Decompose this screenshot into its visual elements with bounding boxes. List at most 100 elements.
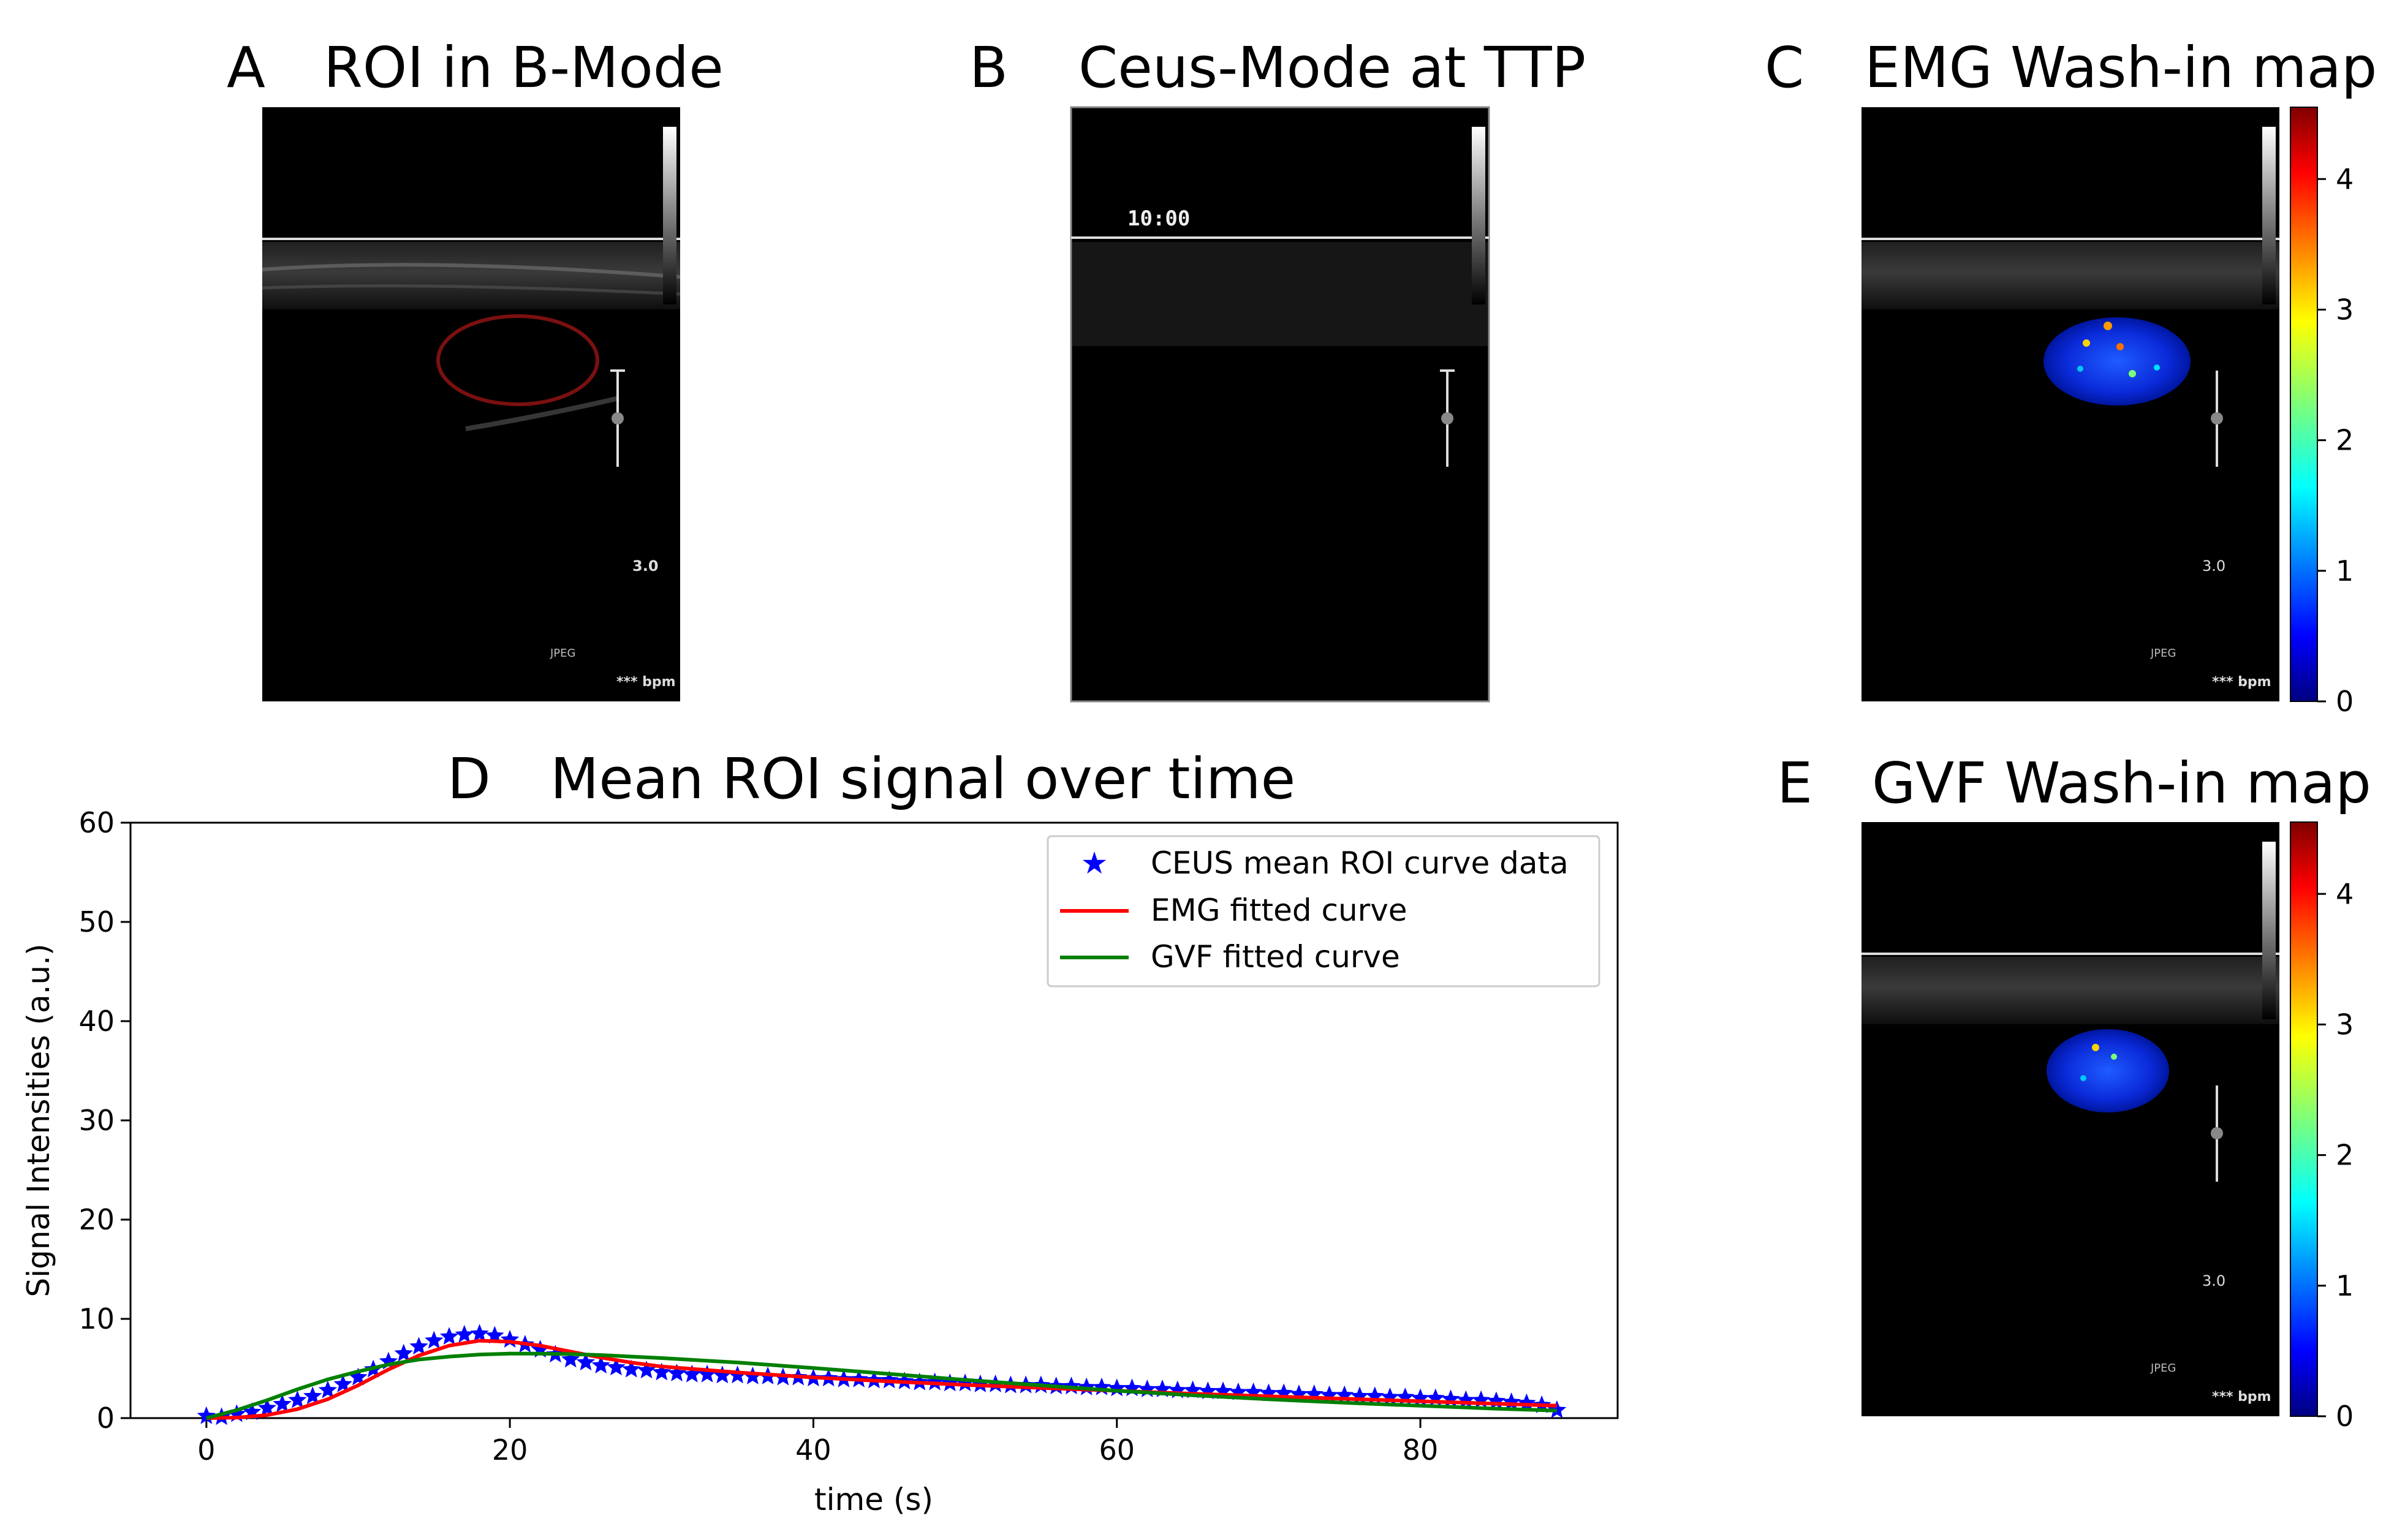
colorbar-tick-label: 3 — [2336, 293, 2354, 326]
ceus-data-point — [1123, 1378, 1142, 1397]
y-tick-label: 50 — [78, 905, 115, 938]
ceus-data-point — [197, 1406, 216, 1424]
ceus-data-point — [1138, 1380, 1157, 1397]
chart-title: Mean ROI signal over time — [550, 746, 1295, 812]
x-axis: 0 20 40 60 80 — [197, 1418, 1438, 1466]
legend-label-emg: EMG fitted curve — [1151, 893, 1407, 928]
roi-ellipse — [436, 314, 599, 406]
ceus-data-point — [531, 1340, 550, 1358]
ceus-data-point — [1305, 1384, 1324, 1403]
ceus-data-point — [379, 1351, 398, 1370]
ceus-data-point — [1062, 1376, 1081, 1395]
y-axis: 0 10 20 30 40 50 60 — [78, 806, 131, 1435]
depth-label-e: 3.0 — [2202, 1272, 2225, 1289]
ceus-data-point — [1350, 1386, 1369, 1405]
gvf-perfusion-region — [2047, 1029, 2169, 1112]
colorbar-tick-label: 4 — [2336, 877, 2354, 910]
ceus-data-point — [257, 1398, 277, 1416]
ceus-data-point — [955, 1373, 975, 1392]
ceus-data-point — [470, 1324, 489, 1342]
colorbar-tick-label: 4 — [2336, 162, 2354, 195]
ceus-data-point — [1441, 1389, 1460, 1408]
ceus-data-point — [743, 1367, 762, 1384]
ceus-data-point — [1213, 1381, 1233, 1400]
ceus-data-point — [394, 1343, 413, 1362]
jpeg-label-c: JPEG — [2150, 647, 2176, 660]
ceus-data-point — [455, 1324, 474, 1343]
ceus-data-point — [500, 1330, 520, 1348]
colorbar-tick-label: 0 — [2336, 685, 2354, 718]
x-axis-label: time (s) — [814, 1482, 933, 1517]
ceus-data-point — [683, 1364, 702, 1383]
ceus-data-point — [1456, 1390, 1475, 1408]
series-emg-line — [206, 1338, 1557, 1420]
ceus-data-point — [652, 1362, 671, 1381]
chart-d: 0 20 40 60 80 0 10 20 30 40 50 60 time (s) Signal … — [21, 806, 1619, 1517]
ceus-data-point — [697, 1364, 717, 1383]
x-tick-label: 60 — [1099, 1433, 1135, 1466]
gvf-wash-in-image: 3.0 JPEG *** bpm — [1862, 822, 2279, 1416]
ceus-data-point — [1107, 1378, 1126, 1397]
depth-label-a: 3.0 — [632, 557, 659, 575]
y-tick-label: 20 — [78, 1203, 115, 1236]
x-tick-label: 40 — [795, 1433, 831, 1466]
y-tick-label: 40 — [78, 1005, 115, 1038]
colorbar-tick-label: 1 — [2336, 554, 2354, 587]
ceus-data-point — [1396, 1387, 1415, 1405]
ceus-data-point — [485, 1326, 504, 1344]
depth-label-c: 3.0 — [2202, 557, 2225, 575]
ceus-data-point — [1381, 1387, 1399, 1405]
ceus-data-point — [1517, 1393, 1536, 1411]
y-tick-label: 60 — [78, 806, 115, 839]
emg-perfusion-region — [2043, 317, 2191, 406]
ceus-data-point — [971, 1374, 990, 1392]
jpeg-label-e: JPEG — [2150, 1362, 2176, 1375]
panel-a-title: ROI in B-Mode — [324, 35, 724, 100]
ceus-data-point — [728, 1365, 747, 1384]
ceus-data-point — [925, 1372, 944, 1391]
panel-d-letter: D — [447, 746, 491, 812]
ceus-data-point — [1487, 1391, 1506, 1410]
ceus-data-point — [1153, 1380, 1172, 1397]
ceus-data-point — [1335, 1385, 1354, 1403]
b-mode-image: 3.0 JPEG *** bpm — [262, 107, 681, 701]
jpeg-label-a: JPEG — [550, 647, 575, 660]
ceus-data-point — [1502, 1392, 1521, 1410]
bpm-label-a: *** bpm — [616, 674, 676, 690]
x-tick-label: 0 — [197, 1433, 215, 1466]
colorbar-tick-label: 2 — [2336, 424, 2354, 457]
colorbar-c-ticks: 0 1 2 3 4 — [2317, 162, 2354, 718]
ceus-data-point — [273, 1394, 292, 1413]
colorbar-tick-label: 3 — [2336, 1008, 2354, 1041]
ceus-data-point — [561, 1349, 580, 1368]
colorbar-tick-label: 0 — [2336, 1400, 2354, 1433]
panel-d: D Mean ROI signal over time 0 20 40 60 80 0 1… — [21, 746, 1619, 1517]
ceus-data-point — [1199, 1381, 1218, 1400]
ceus-data-point — [1229, 1382, 1248, 1400]
ceus-data-point — [1244, 1382, 1263, 1400]
ceus-data-point — [1259, 1383, 1278, 1402]
ceus-data-point — [713, 1365, 732, 1384]
colorbar-e-ticks: 0 1 2 3 4 — [2317, 877, 2354, 1433]
panel-c: C EMG Wash-in map 3.0 JPEG *** bpm 0 1 2 3 4 — [1765, 35, 2377, 718]
ceus-data-point — [1320, 1385, 1339, 1403]
bpm-label-c: *** bpm — [2212, 674, 2271, 690]
panel-e-letter: E — [1777, 750, 1812, 816]
panel-b-letter: B — [969, 35, 1008, 100]
colorbar-tick-label: 2 — [2336, 1139, 2354, 1172]
ceus-data-point — [1092, 1377, 1112, 1395]
series-layer — [197, 1324, 1567, 1425]
panel-a: A ROI in B-Mode 3.0 JPEG *** bpm — [227, 35, 724, 701]
y-axis-label: Signal Intensities (a.u.) — [21, 943, 56, 1297]
legend-box — [1047, 835, 1600, 987]
ceus-data-point — [1471, 1390, 1491, 1408]
ceus-data-point — [1168, 1380, 1187, 1398]
ceus-data-point — [1274, 1383, 1293, 1402]
y-tick-label: 0 — [97, 1402, 115, 1435]
x-tick-label: 20 — [492, 1433, 528, 1466]
panel-b-title: Ceus-Mode at TTP — [1078, 35, 1586, 100]
ceus-data-point — [667, 1364, 686, 1381]
panel-c-title: EMG Wash-in map — [1865, 35, 2377, 100]
colorbar-tick-label: 1 — [2336, 1269, 2354, 1302]
